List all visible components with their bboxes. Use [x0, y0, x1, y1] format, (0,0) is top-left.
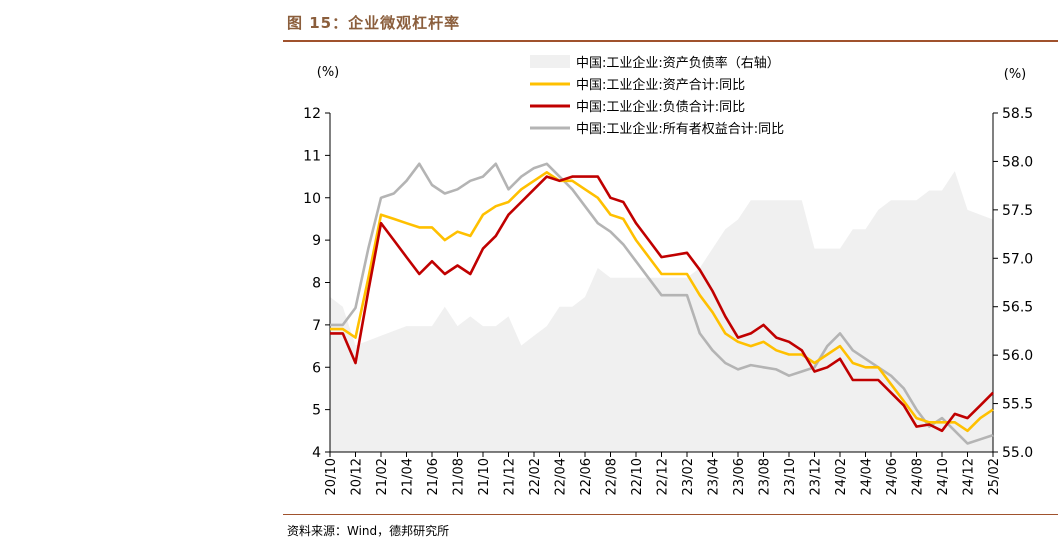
x-tick-label: 21/06 — [426, 458, 441, 495]
x-tick-label: 20/12 — [350, 458, 365, 495]
left-tick-label: 5 — [312, 403, 321, 419]
source-note: 资料来源：Wind，德邦研究所 — [287, 524, 450, 538]
legend-entry: 中国:工业企业:资产合计:同比 — [576, 77, 745, 93]
x-tick-label: 24/08 — [911, 458, 926, 495]
legend-entry: 中国:工业企业:所有者权益合计:同比 — [576, 121, 784, 137]
x-tick-label: 24/10 — [936, 458, 951, 495]
x-tick-label: 20/10 — [324, 458, 339, 495]
x-tick-label: 23/06 — [732, 458, 747, 495]
x-tick-label: 23/12 — [809, 458, 824, 495]
left-tick-label: 11 — [303, 148, 321, 164]
axes-layer: 4 5 6 7 8 9 10 11 12 (%) 55.0 55.5 56.0 56.5 57.0 57.5 5… — [303, 65, 1033, 495]
x-tick-label: 22/06 — [579, 458, 594, 495]
x-tick-label: 22/02 — [528, 458, 543, 495]
x-tick-label: 24/06 — [885, 458, 900, 495]
x-tick-label: 21/04 — [401, 458, 416, 495]
legend-entry: 中国:工业企业:资产负债率（右轴） — [576, 55, 780, 71]
series-line-3 — [330, 162, 994, 445]
x-tick-label: 24/02 — [834, 458, 849, 495]
right-tick-label: 56.0 — [1002, 348, 1033, 364]
x-tick-label: 24/12 — [962, 458, 977, 495]
right-tick-label: 58.0 — [1002, 154, 1033, 170]
figure-title: 图 15：企业微观杠杆率 — [287, 14, 461, 32]
left-tick-label: 8 — [312, 276, 321, 292]
x-tick-label: 25/02 — [987, 458, 1002, 495]
area-series — [330, 171, 993, 452]
right-axis-label: (%) — [1004, 67, 1027, 82]
left-tick-label: 7 — [312, 318, 321, 334]
x-tick-label: 23/08 — [758, 458, 773, 495]
lines-layer — [330, 162, 994, 445]
x-tick-label: 22/10 — [630, 458, 645, 495]
legend-swatch-area — [530, 55, 570, 68]
x-tick-label: 22/12 — [656, 458, 671, 495]
legend: 中国:工业企业:资产负债率（右轴）中国:工业企业:资产合计:同比中国:工业企业:… — [530, 55, 784, 137]
title-rule — [283, 40, 1058, 42]
x-tick-label: 24/04 — [860, 458, 875, 495]
x-tick-label: 21/08 — [452, 458, 467, 495]
x-tick-label: 23/02 — [681, 458, 696, 495]
x-tick-label: 23/10 — [783, 458, 798, 495]
legend-entry: 中国:工业企业:负债合计:同比 — [576, 99, 745, 115]
x-tick-label: 22/08 — [605, 458, 620, 495]
x-tick-label: 21/12 — [503, 458, 518, 495]
series-line-1 — [330, 171, 994, 433]
x-tick-label: 21/10 — [477, 458, 492, 495]
x-tick-label: 21/02 — [375, 458, 390, 495]
left-axis-label: (%) — [317, 65, 340, 80]
x-tick-label: 23/04 — [707, 458, 722, 495]
right-tick-label: 58.5 — [1002, 106, 1033, 122]
left-tick-label: 10 — [303, 191, 321, 207]
left-tick-label: 6 — [312, 360, 321, 376]
source-rule — [283, 514, 1058, 515]
area-layer — [330, 171, 993, 452]
left-tick-label: 12 — [303, 106, 321, 122]
right-tick-label: 56.5 — [1002, 300, 1033, 316]
right-tick-label: 57.0 — [1002, 251, 1033, 267]
right-tick-label: 55.5 — [1002, 397, 1033, 413]
x-tick-label: 22/04 — [554, 458, 569, 495]
left-tick-label: 9 — [312, 233, 321, 249]
right-tick-label: 57.5 — [1002, 203, 1033, 219]
left-tick-label: 4 — [312, 445, 321, 461]
right-tick-label: 55.0 — [1002, 445, 1033, 461]
series-line-2 — [330, 175, 994, 433]
